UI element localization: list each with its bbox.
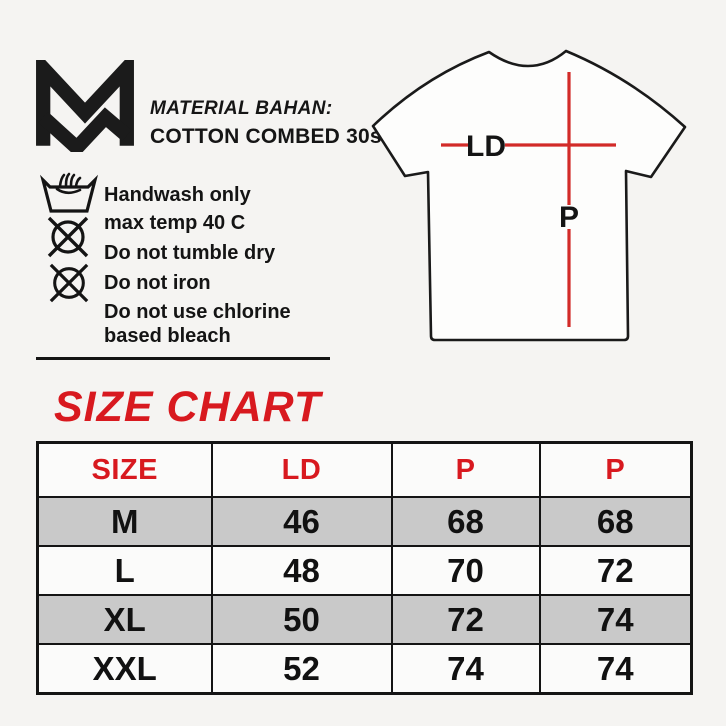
care-line-tumble-dry: Do not tumble dry — [104, 242, 276, 264]
size-cell: XXL — [36, 643, 213, 695]
material-value: COTTON COMBED 30s — [150, 125, 382, 148]
table-row-m: M 46 68 68 — [36, 496, 693, 547]
ld-cell: 52 — [210, 643, 393, 695]
section-divider — [36, 357, 330, 360]
table-row-xxl: XXL 52 74 74 — [36, 643, 693, 695]
p1-cell: 68 — [390, 496, 541, 547]
care-line-chlorine-2: based bleach — [104, 325, 231, 347]
p1-cell: 72 — [390, 594, 541, 645]
tshirt-outline — [371, 49, 687, 342]
p1-cell: 74 — [390, 643, 541, 695]
care-line-iron: Do not iron — [104, 272, 211, 294]
p2-cell: 74 — [538, 643, 693, 695]
care-line-chlorine-1: Do not use chlorine — [104, 301, 291, 323]
size-chart-title: SIZE CHART — [54, 383, 322, 431]
ld-cell: 48 — [210, 545, 393, 596]
tshirt-measurement-diagram: LD P — [371, 49, 687, 342]
p2-cell: 74 — [538, 594, 693, 645]
handwash-icon — [40, 172, 98, 213]
column-header-ld: LD — [210, 441, 393, 498]
size-cell: M — [36, 496, 213, 547]
column-header-size: SIZE — [36, 441, 213, 498]
care-line-handwash: Handwash only — [104, 184, 251, 206]
size-cell: XL — [36, 594, 213, 645]
table-row-xl: XL 50 72 74 — [36, 594, 693, 645]
p1-cell: 70 — [390, 545, 541, 596]
header-row: SIZE LD P P — [36, 441, 693, 498]
p2-cell: 72 — [538, 545, 693, 596]
care-line-max-temp: max temp 40 C — [104, 212, 246, 234]
ld-cell: 50 — [210, 594, 393, 645]
do-not-iron-icon — [49, 263, 89, 303]
table-row-l: L 48 70 72 — [36, 545, 693, 596]
p-label: P — [559, 201, 579, 234]
do-not-tumble-dry-icon — [47, 216, 89, 258]
p2-cell: 68 — [538, 496, 693, 547]
ld-label: LD — [466, 130, 506, 163]
column-header-p1: P — [390, 441, 541, 498]
ld-cell: 46 — [210, 496, 393, 547]
column-header-p2: P — [538, 441, 693, 498]
size-chart-table: SIZE LD P P M 46 68 68 L 48 70 72 XL 50 … — [36, 441, 693, 695]
mm-monogram-logo — [36, 60, 134, 152]
size-cell: L — [36, 545, 213, 596]
material-label: MATERIAL BAHAN: — [150, 98, 333, 119]
